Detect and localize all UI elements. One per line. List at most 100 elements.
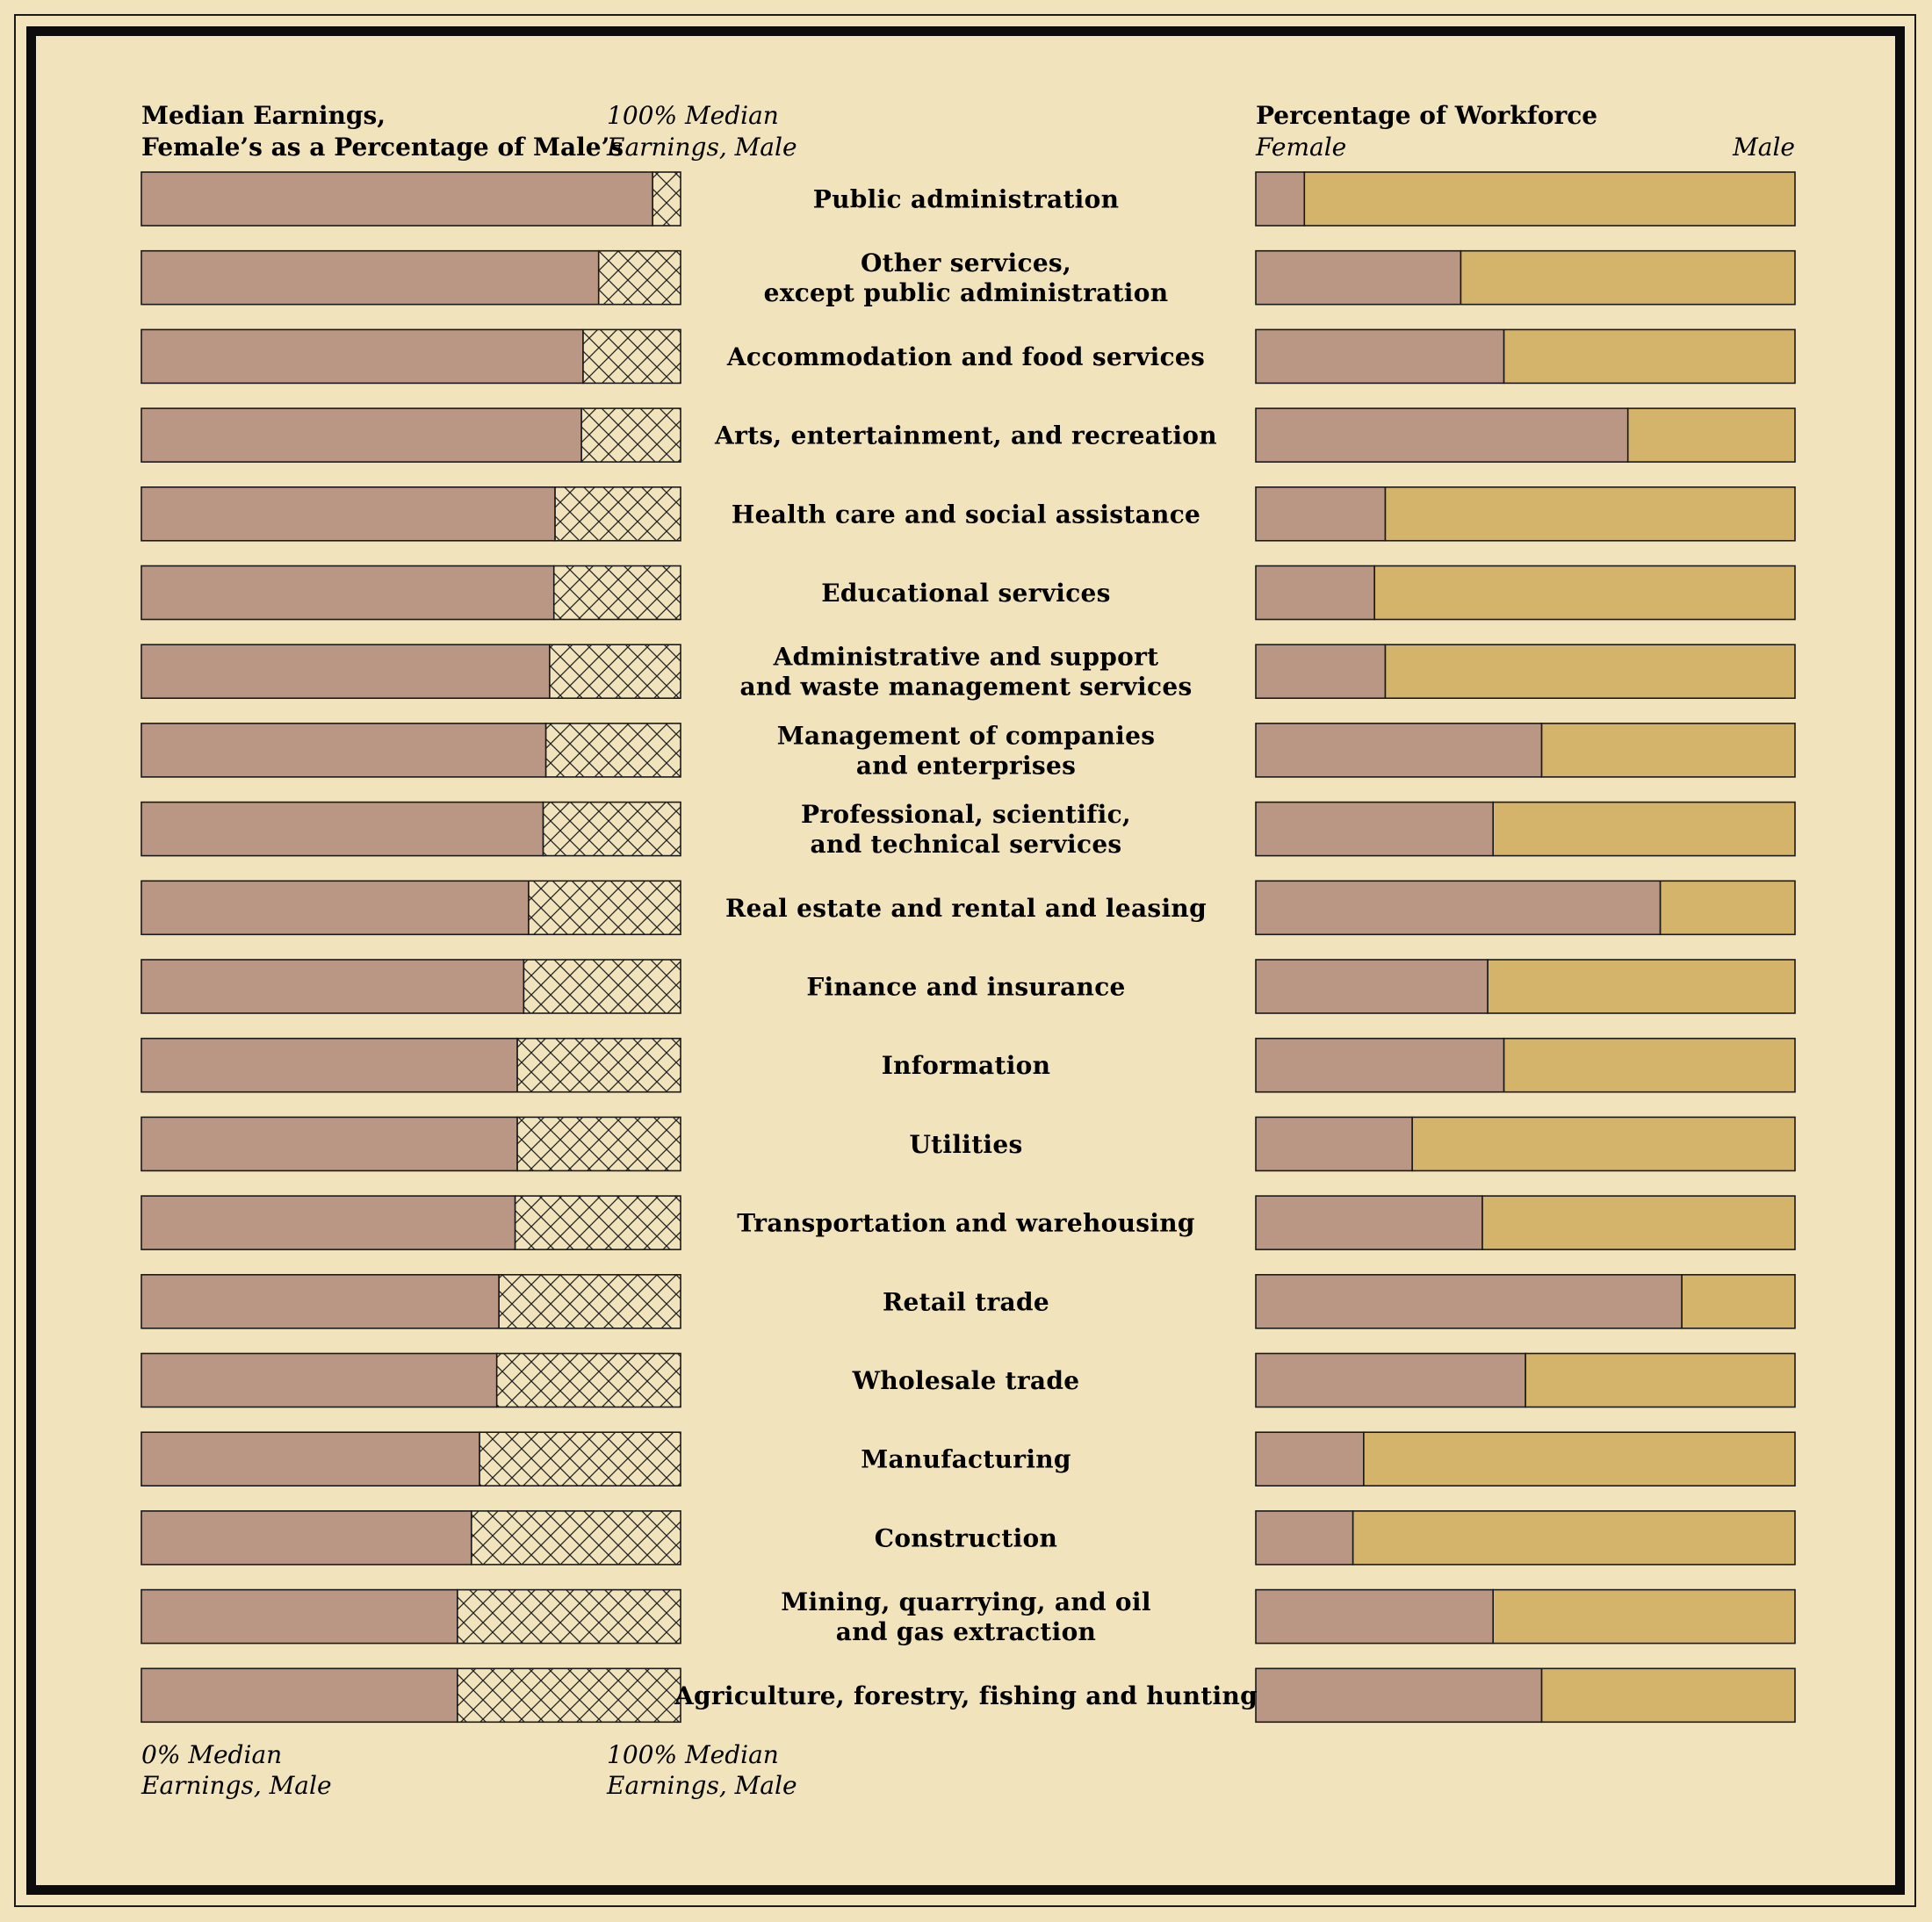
- category-label: Information: [882, 1051, 1051, 1080]
- category-label: Administrative and support and waste mana…: [739, 643, 1192, 702]
- category-label: Construction: [875, 1523, 1057, 1552]
- male-workforce-bar: [1384, 486, 1796, 542]
- male-workforce-bar: [1352, 1510, 1796, 1566]
- male-workforce-bar: [1373, 565, 1796, 621]
- category-label-line: Construction: [875, 1523, 1057, 1552]
- category-label-line: Other services,: [861, 248, 1071, 277]
- right-panel-title: Percentage of Workforce: [1256, 101, 1597, 130]
- earnings-gap-bar: [516, 1116, 681, 1172]
- chart-row: Management of companies and enterprises: [141, 721, 1796, 780]
- female-workforce-bar: [1255, 1195, 1483, 1250]
- category-label: Accommodation and food services: [726, 342, 1205, 371]
- category-label: Wholesale trade: [852, 1366, 1080, 1395]
- chart-row: Real estate and rental and leasing: [141, 880, 1796, 936]
- earnings-gap-bar: [528, 880, 681, 936]
- earnings-ratio-bar: [141, 565, 555, 621]
- male-workforce-bar: [1460, 249, 1796, 306]
- male-workforce-bar: [1303, 171, 1796, 227]
- category-label: Professional, scientific, and technical s…: [801, 800, 1131, 859]
- earnings-ratio-bar: [141, 801, 544, 857]
- male-workforce-bar: [1626, 407, 1796, 463]
- category-label-line: Finance and insurance: [806, 973, 1125, 1002]
- female-workforce-bar: [1255, 959, 1489, 1014]
- bottom-left-line-1: 0% Median: [141, 1740, 282, 1769]
- top-ref-line-2: Earnings, Male: [606, 133, 797, 162]
- category-label: Health care and social assistance: [732, 500, 1200, 529]
- male-workforce-bar: [1540, 1667, 1796, 1724]
- female-workforce-bar: [1255, 328, 1505, 385]
- category-label-line: Real estate and rental and leasing: [725, 894, 1207, 923]
- chart-row: Construction: [141, 1510, 1796, 1566]
- earnings-gap-bar: [457, 1588, 681, 1645]
- category-label-line: Arts, entertainment, and recreation: [714, 421, 1217, 450]
- female-workforce-bar: [1255, 644, 1387, 700]
- category-label-line: Public administration: [813, 185, 1120, 214]
- female-workforce-bar: [1255, 880, 1662, 936]
- chart-row: Health care and social assistance: [141, 486, 1796, 542]
- category-label: Transportation and warehousing: [737, 1209, 1195, 1238]
- chart-row: Educational services: [141, 565, 1796, 621]
- earnings-gap-bar: [554, 486, 681, 542]
- category-label: Educational services: [821, 579, 1110, 608]
- earnings-ratio-bar: [141, 1510, 472, 1566]
- chart-row: Agriculture, forestry, fishing and hunti…: [141, 1667, 1796, 1724]
- male-workforce-bar: [1411, 1116, 1796, 1172]
- bottom-left-line-2: Earnings, Male: [141, 1771, 332, 1800]
- earnings-gap-bar: [597, 249, 681, 306]
- earnings-ratio-bar: [141, 1352, 498, 1408]
- earnings-gap-bar: [582, 328, 681, 385]
- left-title-line-1: Median Earnings,: [141, 101, 386, 130]
- earnings-ratio-bar: [141, 1274, 500, 1329]
- top-ref-line-1: 100% Median: [607, 101, 779, 130]
- bottom-right-line-2: Earnings, Male: [606, 1771, 797, 1800]
- category-label-line: Professional, scientific,: [801, 800, 1131, 829]
- chart-row: Public administration: [141, 171, 1796, 227]
- category-label-line: Accommodation and food services: [726, 342, 1205, 371]
- earnings-gap-bar: [544, 723, 681, 778]
- category-label-line: Transportation and warehousing: [737, 1209, 1195, 1238]
- male-workforce-bar: [1659, 880, 1796, 936]
- earnings-gap-bar: [523, 959, 681, 1014]
- category-label: Mining, quarrying, and oil and gas extrac…: [781, 1587, 1151, 1646]
- category-label: Real estate and rental and leasing: [725, 894, 1207, 923]
- earnings-ratio-bar: [141, 407, 582, 463]
- earnings-gap-bar: [548, 644, 681, 700]
- male-workforce-bar: [1503, 1037, 1796, 1093]
- category-label-line: Mining, quarrying, and oil: [781, 1587, 1151, 1616]
- category-label: Utilities: [909, 1130, 1022, 1159]
- female-workforce-bar: [1255, 1431, 1365, 1486]
- category-label-line: and enterprises: [856, 751, 1076, 780]
- female-workforce-bar: [1255, 249, 1462, 306]
- male-workforce-bar: [1492, 1588, 1796, 1645]
- earnings-ratio-bar: [141, 1116, 518, 1172]
- chart-row: Wholesale trade: [141, 1352, 1796, 1408]
- earnings-ratio-bar: [141, 959, 525, 1014]
- male-workforce-bar: [1363, 1431, 1796, 1486]
- chart-rows: Public administration Other services, exce…: [141, 171, 1796, 1724]
- earnings-gap-bar: [580, 407, 681, 463]
- female-workforce-bar: [1255, 407, 1629, 463]
- chart-row: Information: [141, 1037, 1796, 1093]
- category-label-line: Wholesale trade: [852, 1366, 1080, 1395]
- chart-row: Utilities: [141, 1116, 1796, 1172]
- category-label-line: except public administration: [764, 278, 1169, 307]
- category-label-line: Administrative and support: [773, 643, 1159, 672]
- chart-row: Mining, quarrying, and oil and gas extrac…: [141, 1587, 1796, 1646]
- female-workforce-bar: [1255, 801, 1494, 857]
- category-label-line: and technical services: [810, 830, 1121, 859]
- earnings-ratio-bar: [141, 171, 653, 227]
- earnings-ratio-bar: [141, 1588, 458, 1645]
- inner-frame: [26, 26, 1905, 1895]
- female-workforce-bar: [1255, 565, 1375, 621]
- earnings-ratio-bar: [141, 1037, 518, 1093]
- male-workforce-bar: [1503, 328, 1796, 385]
- category-label-line: Information: [882, 1051, 1051, 1080]
- earnings-ratio-bar: [141, 1195, 516, 1250]
- right-panel-female-label: Female: [1255, 133, 1346, 162]
- category-label-line: and waste management services: [739, 673, 1192, 702]
- male-workforce-bar: [1384, 644, 1796, 700]
- category-label-line: Manufacturing: [861, 1445, 1071, 1474]
- outer-frame: [14, 14, 1916, 1907]
- earnings-ratio-bar: [141, 1667, 458, 1724]
